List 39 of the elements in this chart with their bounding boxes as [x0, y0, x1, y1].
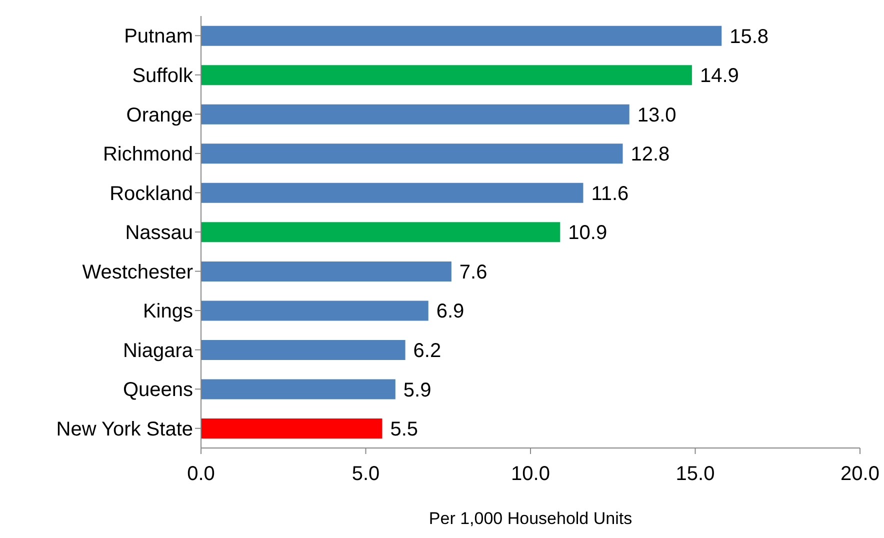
bar — [201, 182, 584, 203]
y-tick-label: Queens — [122, 379, 193, 402]
data-label: 14.9 — [700, 65, 739, 88]
data-label: 12.8 — [630, 144, 670, 166]
y-tick-label: Nassau — [125, 222, 193, 244]
data-label: 11.6 — [591, 182, 629, 205]
bar — [201, 340, 406, 360]
bar — [201, 222, 560, 242]
bar — [201, 300, 428, 321]
y-tick-label: Richmond — [102, 144, 193, 166]
bar — [201, 65, 692, 86]
y-tick-label: Westchester — [82, 261, 194, 284]
y-tick-label: New York State — [56, 418, 193, 440]
y-tick-label: Rockland — [110, 182, 193, 205]
data-label: 7.6 — [459, 261, 488, 284]
y-tick-label: Putnam — [124, 26, 193, 48]
bar — [201, 144, 623, 164]
bar — [201, 418, 382, 439]
data-label: 6.9 — [436, 300, 464, 323]
data-label: 5.5 — [390, 418, 418, 441]
data-label: 13.0 — [637, 104, 676, 126]
data-label: 6.2 — [413, 340, 442, 362]
x-tick-label: 15.0 — [676, 463, 715, 486]
y-tick-label: Suffolk — [132, 65, 194, 88]
x-tick-label: 5.0 — [352, 463, 380, 486]
data-label: 15.8 — [730, 26, 769, 48]
data-label: 5.9 — [403, 379, 432, 402]
bar — [201, 379, 396, 400]
x-tick-label: 0.0 — [187, 463, 215, 486]
data-label: 10.9 — [568, 222, 608, 244]
x-tick-label: 20.0 — [840, 463, 880, 486]
bar — [201, 26, 722, 46]
x-axis-title: Per 1,000 Household Units — [428, 509, 632, 528]
y-tick-label: Kings — [142, 300, 193, 323]
y-tick-label: Orange — [126, 104, 193, 126]
y-tick-label: Niagara — [122, 340, 194, 362]
bar — [201, 261, 452, 282]
x-tick-label: 10.0 — [511, 463, 550, 486]
bar — [201, 104, 630, 124]
